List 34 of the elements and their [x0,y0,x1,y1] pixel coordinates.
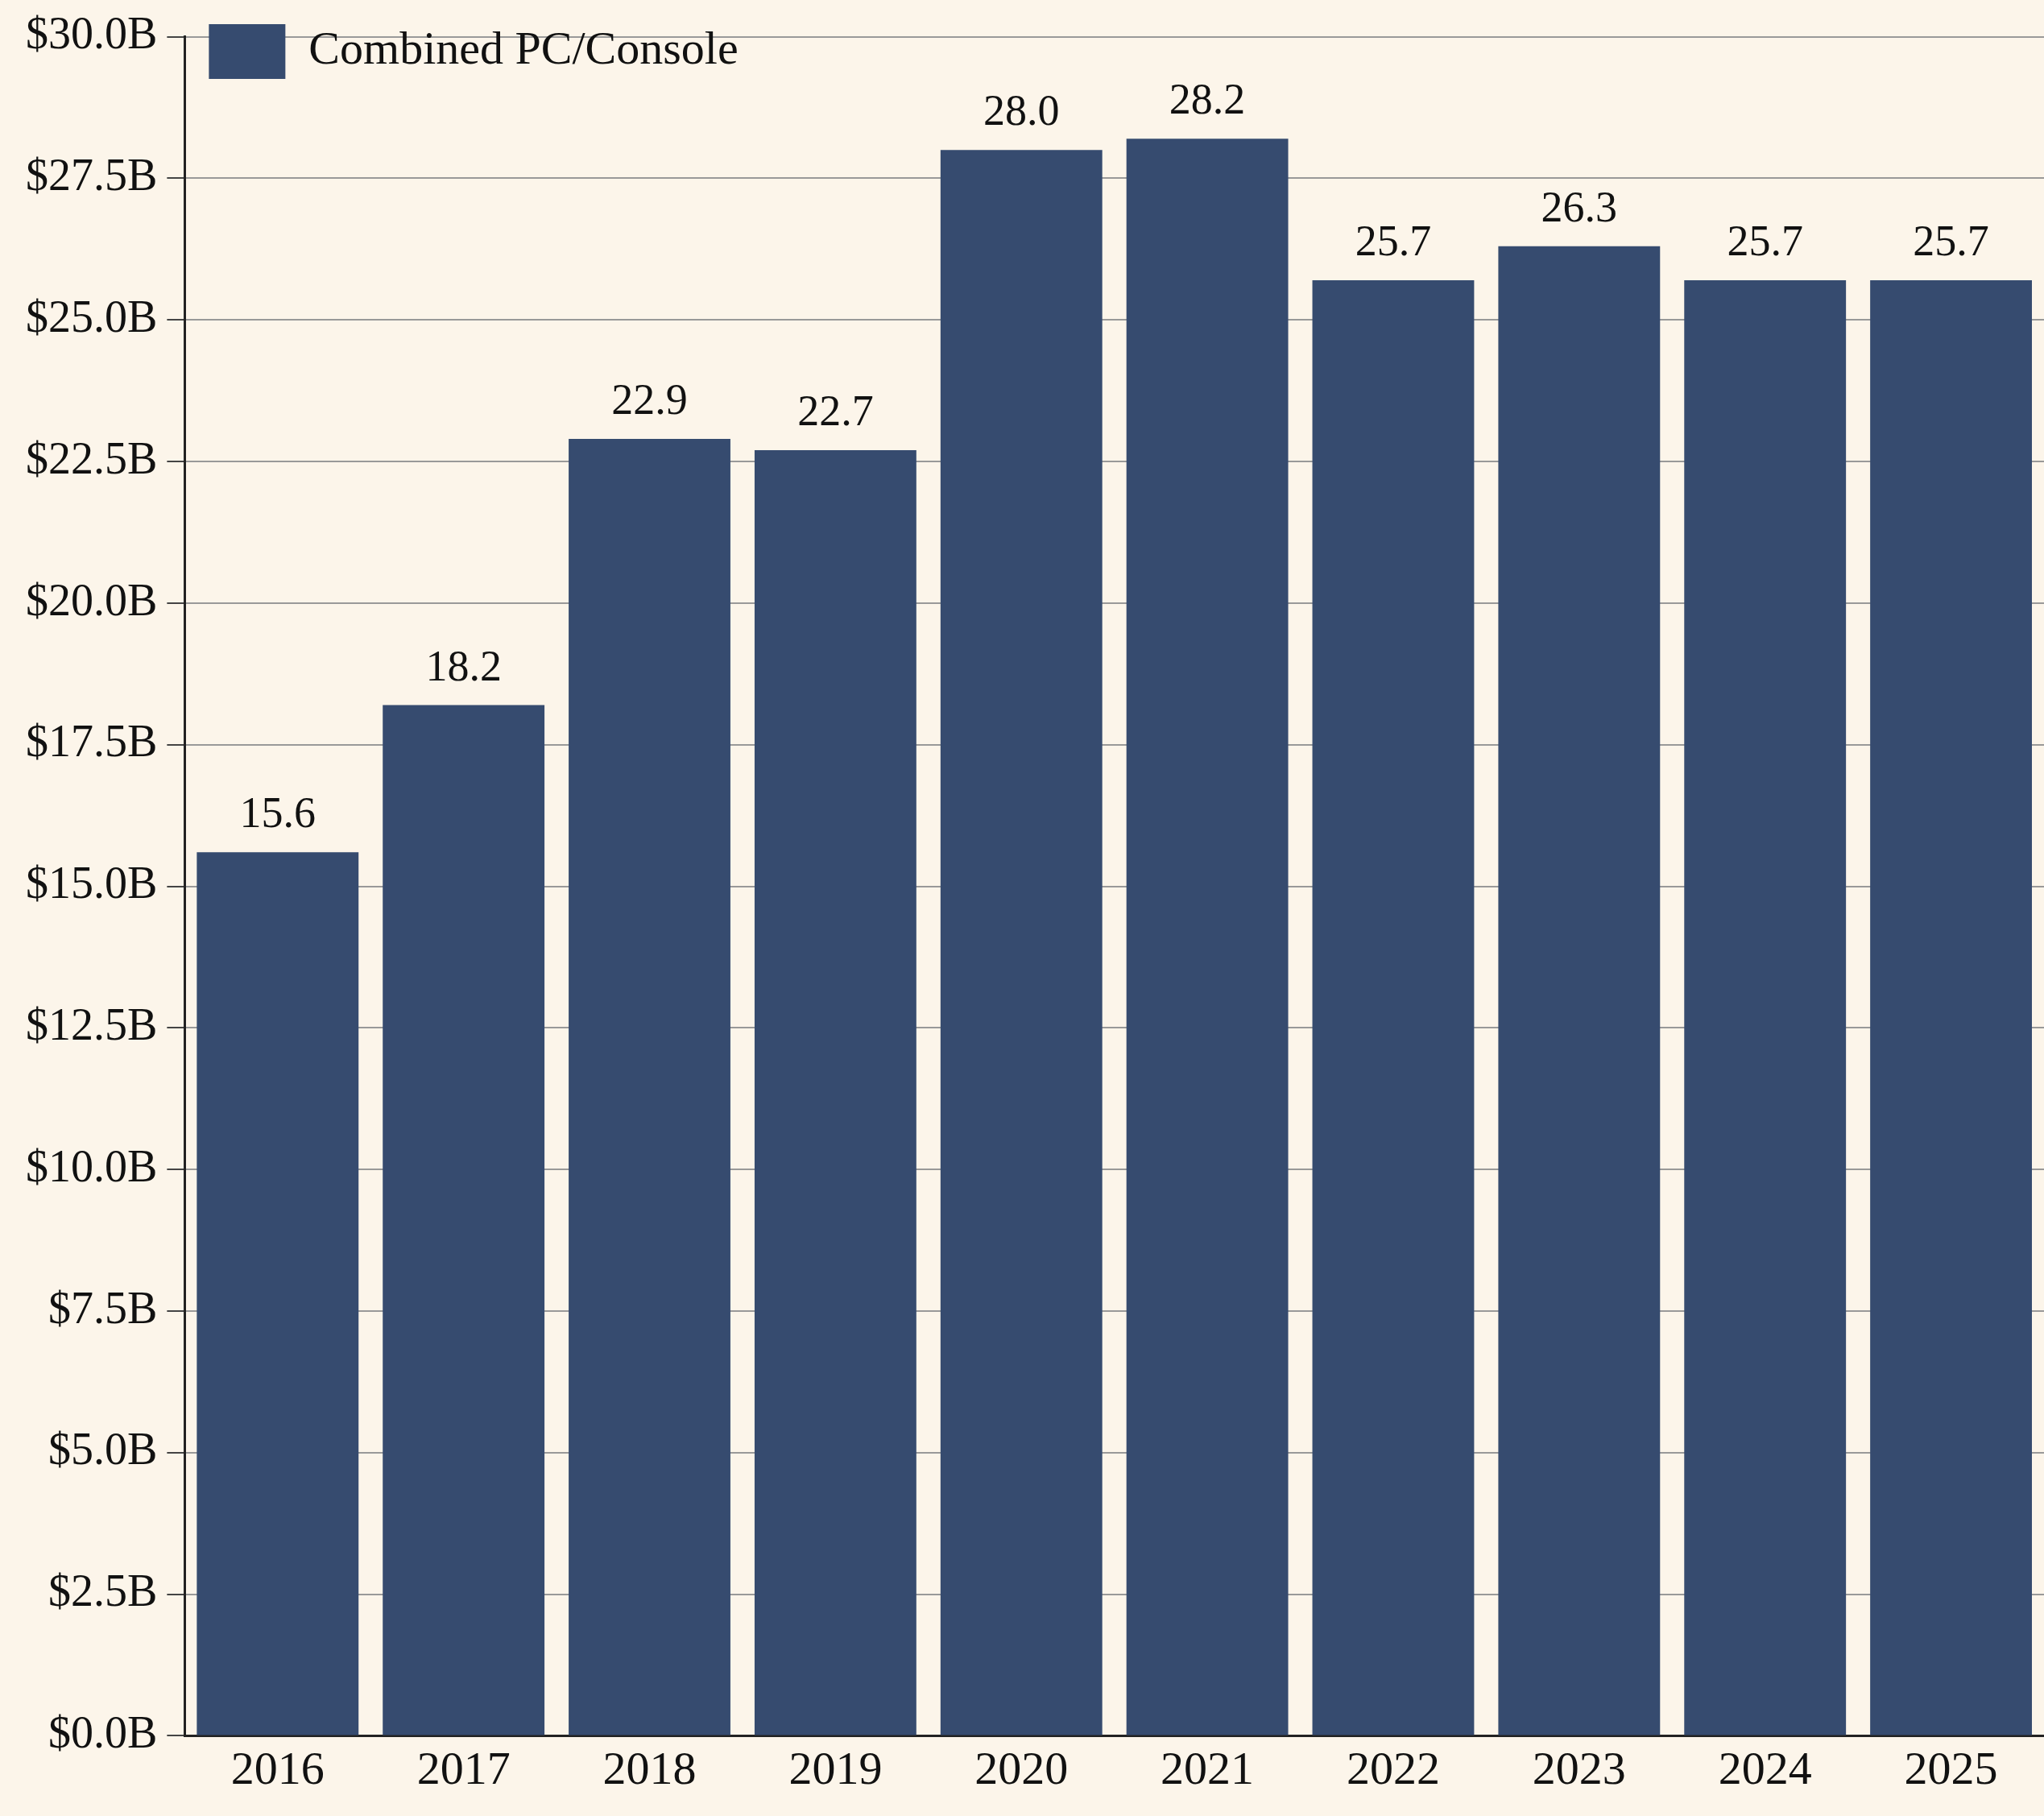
x-tick-label: 2021 [1161,1742,1255,1795]
x-tick-label: 2023 [1532,1742,1626,1795]
y-tick-label: $15.0B [25,858,158,908]
y-tick-label: $27.5B [25,150,158,201]
data-label: 25.7 [1727,217,1803,266]
y-tick-label: $25.0B [25,291,158,341]
data-label: 22.7 [797,387,874,436]
x-tick-label: 2018 [602,1742,697,1795]
data-label: 28.2 [1169,75,1246,124]
y-tick-label: $30.0B [25,8,158,59]
x-tick-label: 2022 [1346,1742,1440,1795]
x-tick-label: 2020 [974,1742,1069,1795]
x-tick-label: 2017 [416,1742,511,1795]
y-tick-label: $10.0B [25,1140,158,1191]
data-label: 25.7 [1913,217,1989,266]
y-tick-label: $20.0B [25,574,158,625]
legend-label: Combined PC/Console [308,22,739,75]
x-tick-label: 2016 [230,1742,325,1795]
data-label: 22.9 [611,375,688,424]
data-label: 15.6 [239,788,317,838]
y-tick-label: $0.0B [48,1707,158,1758]
data-label: 25.7 [1355,217,1432,266]
data-label: 18.2 [425,641,502,690]
x-tick-label: 2024 [1718,1742,1812,1795]
y-tick-label: $7.5B [48,1282,158,1333]
y-tick-label: $22.5B [25,432,158,483]
data-label: 28.0 [983,86,1060,135]
y-tick-label: $17.5B [25,716,158,767]
y-tick-label: $2.5B [48,1566,158,1616]
x-tick-label: 2019 [788,1742,883,1795]
x-tick-label: 2025 [1904,1742,1998,1795]
y-tick-label: $12.5B [25,999,158,1050]
data-label: 26.3 [1541,183,1618,231]
y-tick-label: $5.0B [48,1424,158,1475]
